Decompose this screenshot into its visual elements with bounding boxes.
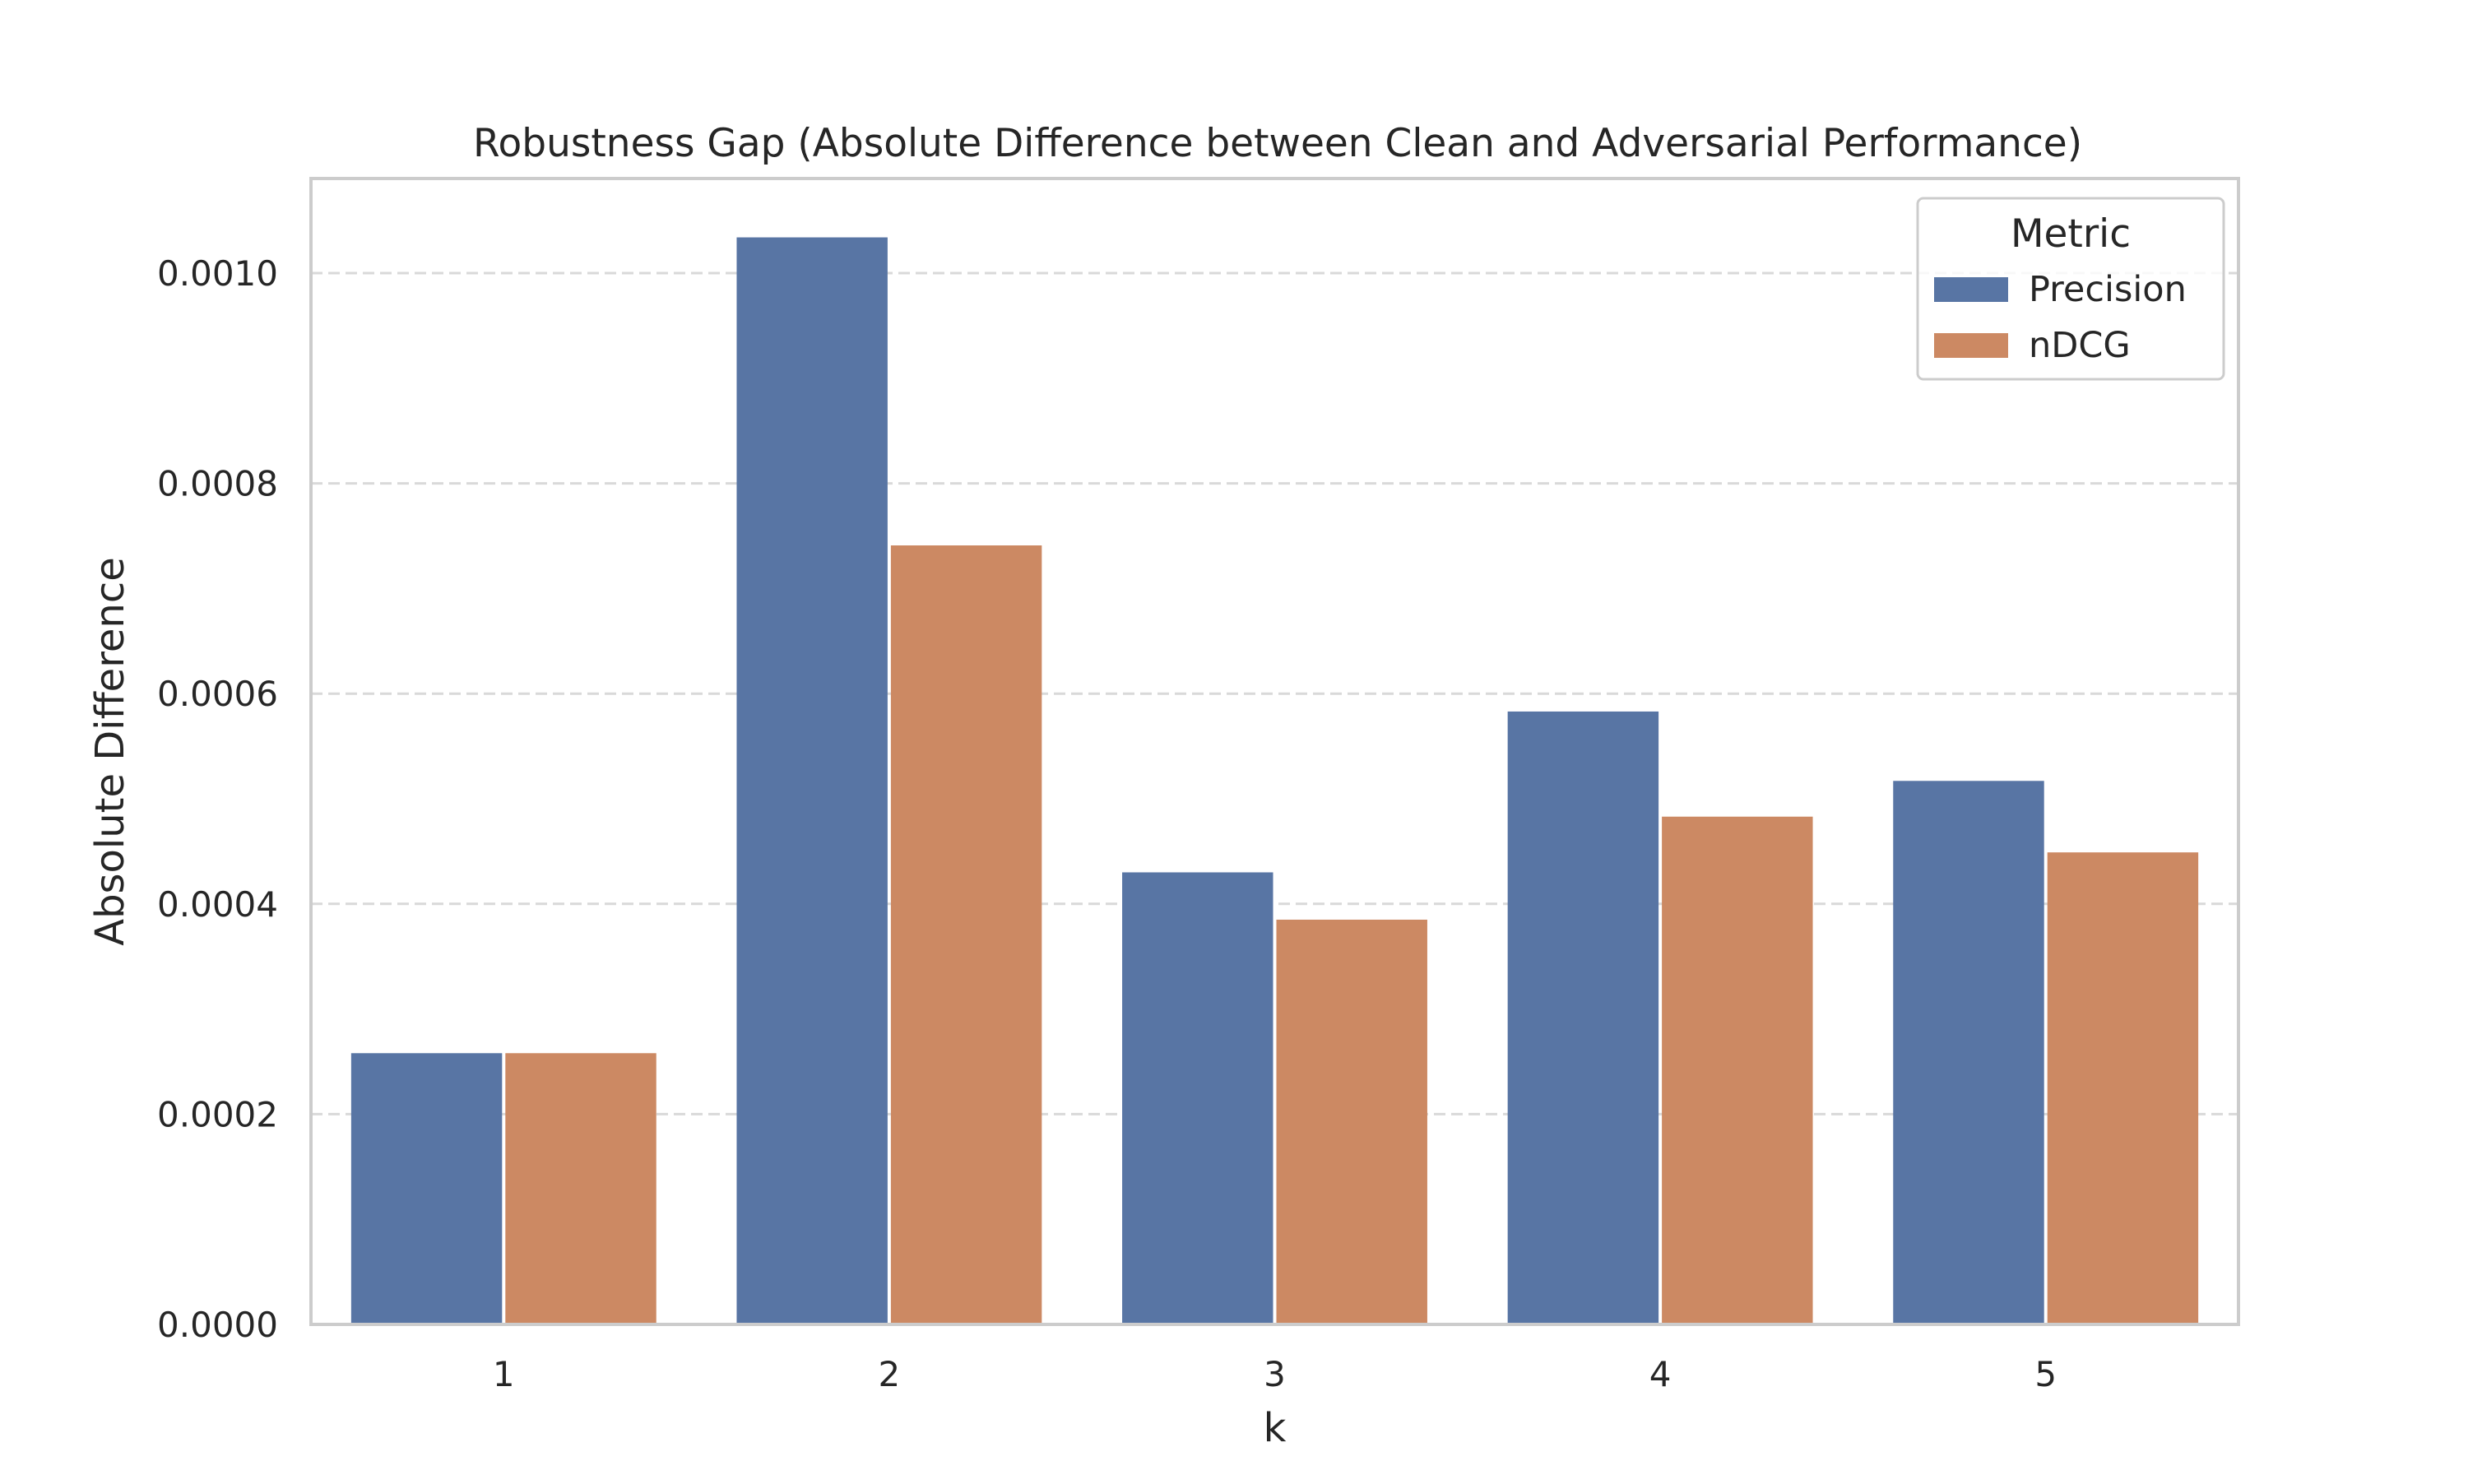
legend: Metric Precision nDCG bbox=[1916, 197, 2225, 381]
x-tick-label: 1 bbox=[493, 1354, 515, 1394]
bar-ndcg-k1 bbox=[505, 1053, 656, 1324]
y-tick-label: 0.0010 bbox=[157, 253, 278, 294]
x-tick-label: 2 bbox=[879, 1354, 901, 1394]
legend-label-ndcg: nDCG bbox=[2029, 325, 2131, 366]
bar-ndcg-k5 bbox=[2047, 852, 2199, 1324]
legend-swatch-ndcg bbox=[1934, 333, 2008, 358]
x-axis-label: k bbox=[1264, 1405, 1287, 1451]
x-tick-label: 5 bbox=[2034, 1354, 2057, 1394]
bar-precision-k4 bbox=[1507, 711, 1659, 1324]
legend-title: Metric bbox=[2011, 211, 2131, 257]
legend-label-precision: Precision bbox=[2029, 269, 2187, 310]
chart-title: Robustness Gap (Absolute Difference betw… bbox=[473, 121, 2082, 166]
y-tick-label: 0.0006 bbox=[157, 674, 278, 714]
y-axis-label: Absolute Difference bbox=[87, 557, 133, 946]
legend-swatch-precision bbox=[1934, 277, 2008, 302]
y-tick-label: 0.0008 bbox=[157, 464, 278, 504]
y-tick-label: 0.0000 bbox=[157, 1305, 278, 1345]
bar-ndcg-k4 bbox=[1662, 816, 1813, 1324]
x-tick-label: 3 bbox=[1264, 1354, 1286, 1394]
bar-ndcg-k3 bbox=[1276, 919, 1427, 1324]
bar-precision-k1 bbox=[350, 1053, 503, 1324]
bar-precision-k3 bbox=[1122, 872, 1273, 1324]
legend-items: Precision nDCG bbox=[1934, 269, 2187, 366]
bars bbox=[350, 237, 2199, 1324]
y-tick-label: 0.0004 bbox=[157, 884, 278, 925]
bar-precision-k2 bbox=[736, 237, 888, 1324]
bar-ndcg-k2 bbox=[890, 545, 1042, 1324]
bar-precision-k5 bbox=[1893, 781, 2044, 1324]
x-tick-label: 4 bbox=[1649, 1354, 1672, 1394]
x-tick-labels: 1 2 3 4 5 bbox=[493, 1354, 2057, 1394]
y-tick-labels: 0.0000 0.0002 0.0004 0.0006 0.0008 0.0010 bbox=[157, 253, 278, 1345]
plot-frame bbox=[309, 177, 2240, 1326]
y-tick-label: 0.0002 bbox=[157, 1094, 278, 1134]
